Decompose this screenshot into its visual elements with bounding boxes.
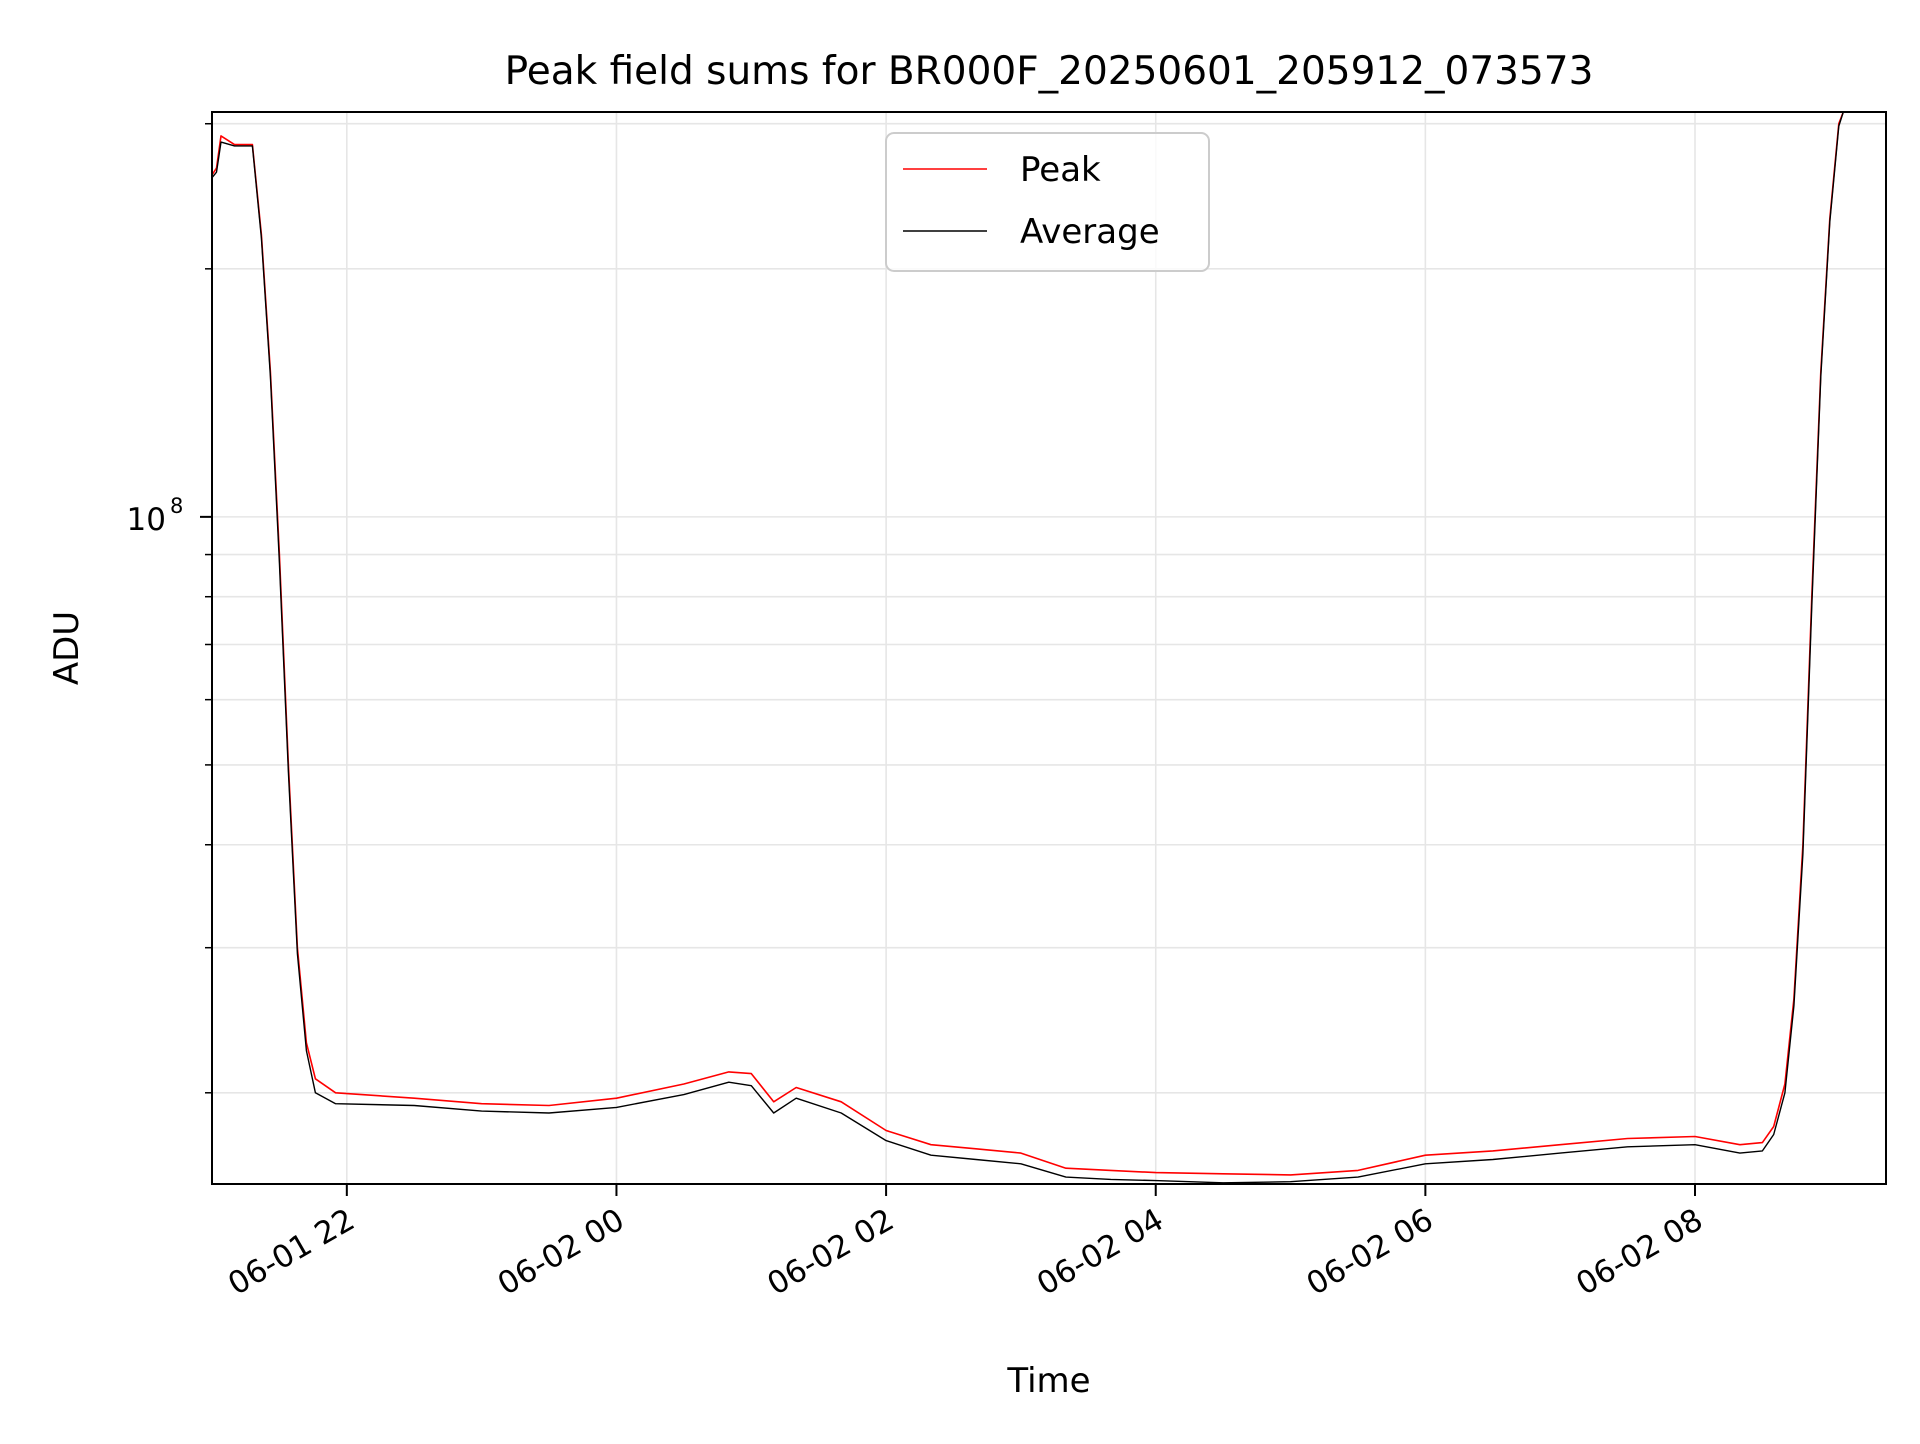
legend-frame: [885, 132, 1210, 272]
chart-title: Peak field sums for BR000F_20250601_2059…: [505, 49, 1594, 94]
plot-frame: [211, 111, 1887, 1185]
x-axis-label: Time: [1006, 1361, 1090, 1401]
y-axis-ticks: 10 8: [127, 122, 212, 1094]
y-tick-label-exponent: 8: [170, 494, 183, 518]
series-line-average: [212, 112, 1844, 1184]
legend-label-peak: Peak: [1020, 150, 1101, 190]
series-layer: [212, 112, 1845, 1184]
legend-label-average: Average: [1020, 212, 1160, 252]
y-tick-label-base: 10: [127, 502, 166, 538]
y-axis-label: ADU: [47, 611, 87, 685]
legend: Peak Average: [885, 132, 1210, 272]
